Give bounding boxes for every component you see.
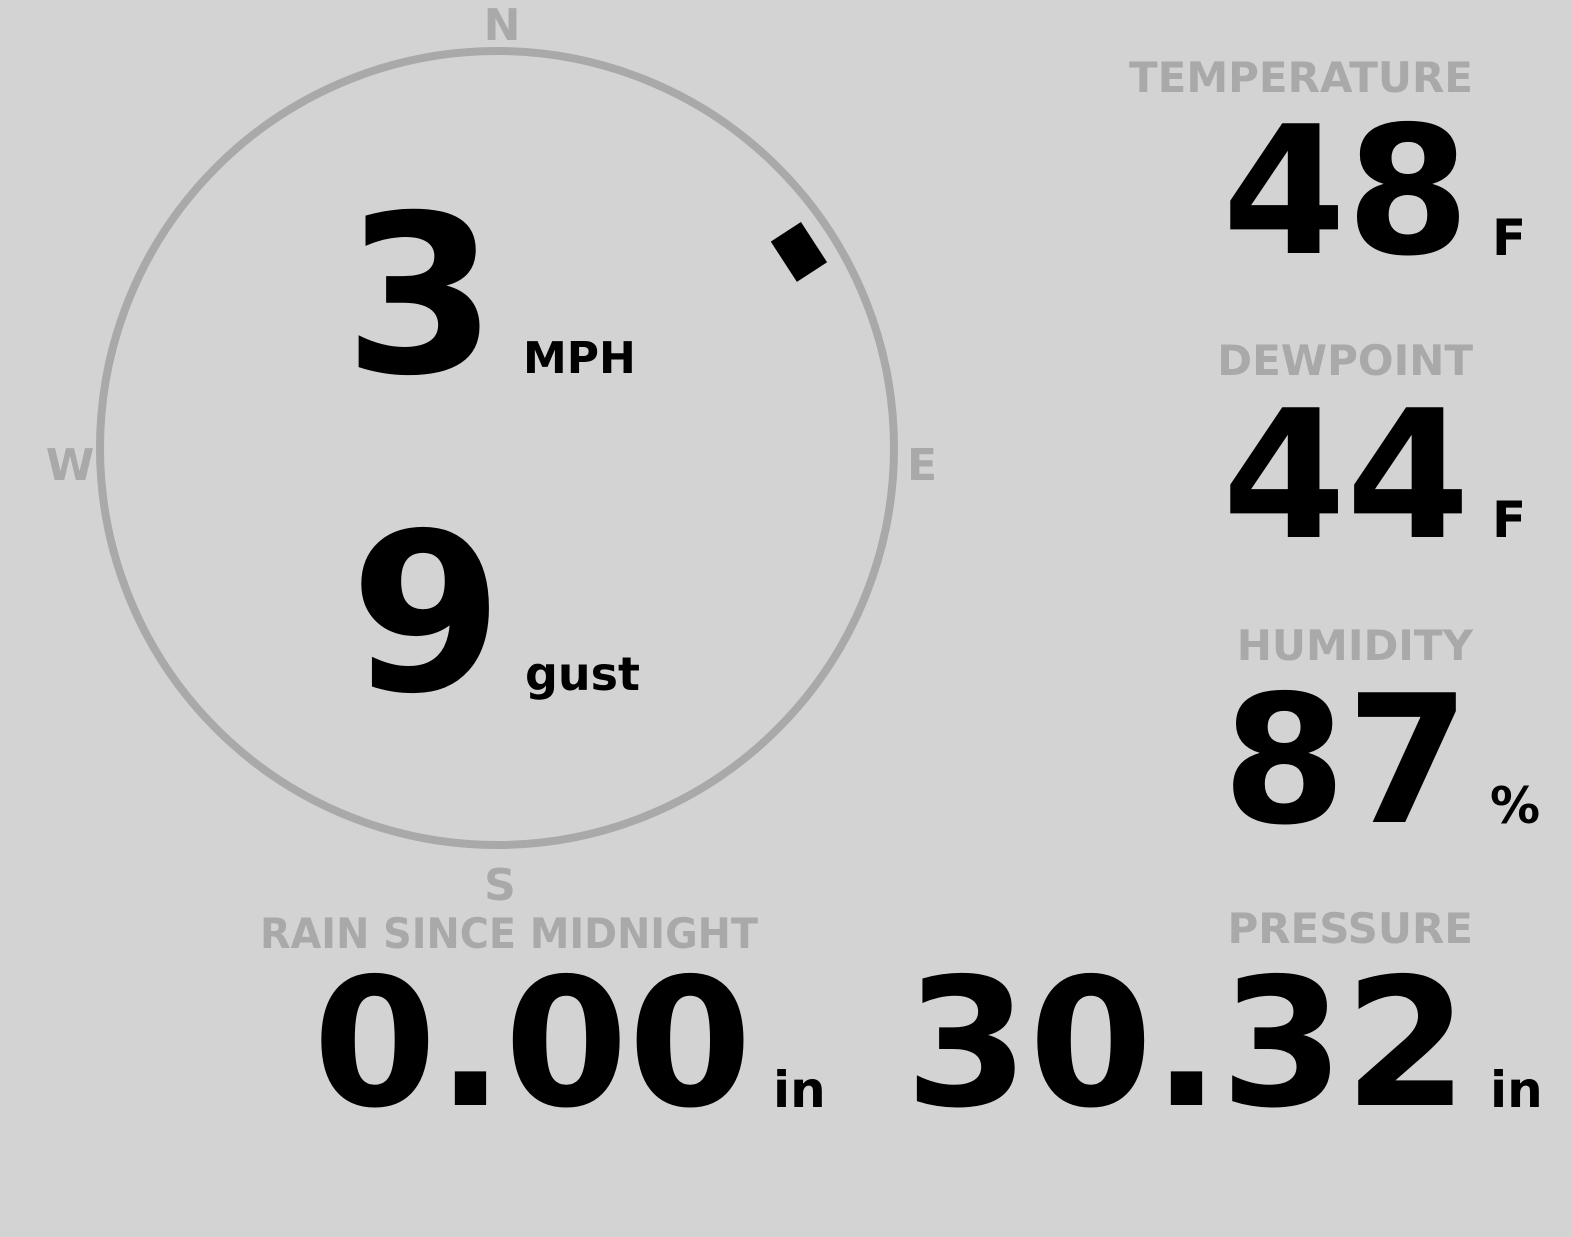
temperature-label: TEMPERATURE bbox=[1129, 53, 1473, 102]
compass-ring bbox=[96, 47, 898, 849]
pressure-label: PRESSURE bbox=[1227, 904, 1473, 953]
humidity-label: HUMIDITY bbox=[1237, 621, 1474, 670]
wind-speed-unit: MPH bbox=[523, 333, 636, 384]
dewpoint-unit: F bbox=[1492, 491, 1526, 549]
pressure-unit: in bbox=[1490, 1061, 1543, 1119]
humidity-value: 87 bbox=[1222, 657, 1470, 864]
temperature-unit: F bbox=[1492, 209, 1526, 267]
compass-east: E bbox=[907, 440, 937, 491]
wind-gust-unit: gust bbox=[525, 647, 640, 701]
wind-gust: 9 bbox=[350, 486, 503, 742]
temperature-value: 48 bbox=[1222, 88, 1470, 295]
compass-north: N bbox=[484, 0, 521, 51]
rain-value: 0.00 bbox=[313, 940, 752, 1147]
rain-unit: in bbox=[773, 1061, 826, 1119]
humidity-unit: % bbox=[1490, 777, 1540, 835]
dewpoint-label: DEWPOINT bbox=[1217, 336, 1473, 385]
compass-south: S bbox=[484, 860, 516, 911]
wind-direction-marker bbox=[770, 221, 828, 282]
rain-label: RAIN SINCE MIDNIGHT bbox=[260, 909, 758, 958]
pressure-value: 30.32 bbox=[905, 940, 1468, 1147]
wind-speed: 3 bbox=[344, 168, 497, 424]
compass-west: W bbox=[46, 440, 95, 491]
dewpoint-value: 44 bbox=[1222, 372, 1470, 579]
